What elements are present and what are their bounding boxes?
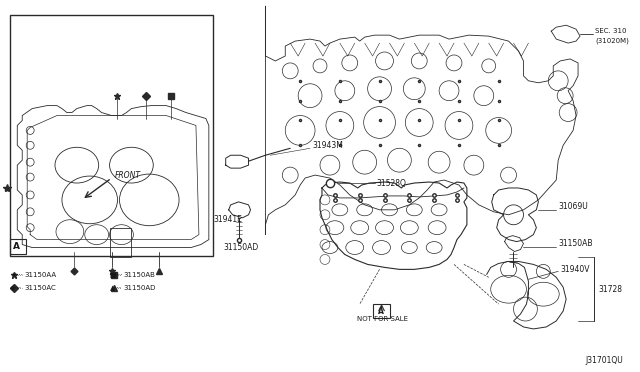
Text: SEC. 310: SEC. 310 xyxy=(595,28,627,34)
Text: 31150AD: 31150AD xyxy=(224,243,259,252)
Text: 31940V: 31940V xyxy=(560,265,589,274)
Bar xyxy=(10,15,213,256)
Text: 31150AA: 31150AA xyxy=(24,272,56,278)
Bar xyxy=(109,228,131,257)
Text: ◆···: ◆··· xyxy=(10,285,22,291)
Text: A: A xyxy=(13,242,20,251)
Text: A: A xyxy=(378,307,383,315)
Text: 31941E: 31941E xyxy=(214,215,243,224)
Text: 31728: 31728 xyxy=(598,285,622,294)
Text: 31069U: 31069U xyxy=(558,202,588,211)
Text: 31150AD: 31150AD xyxy=(124,285,156,291)
Text: ★···: ★··· xyxy=(10,272,23,278)
Text: ■···: ■··· xyxy=(109,272,123,278)
Text: ▲···: ▲··· xyxy=(109,285,122,291)
Text: 31528Q: 31528Q xyxy=(376,179,406,187)
Text: 31150AB: 31150AB xyxy=(558,239,593,248)
Text: FRONT: FRONT xyxy=(115,171,141,180)
Text: 31943M: 31943M xyxy=(312,141,343,150)
Text: 31150AB: 31150AB xyxy=(124,272,156,278)
Text: NOT FOR SALE: NOT FOR SALE xyxy=(356,316,408,322)
Bar xyxy=(10,238,26,254)
Text: 31150AC: 31150AC xyxy=(24,285,56,291)
Bar xyxy=(372,304,390,318)
Text: J31701QU: J31701QU xyxy=(585,356,623,365)
Text: (31020M): (31020M) xyxy=(595,38,629,44)
